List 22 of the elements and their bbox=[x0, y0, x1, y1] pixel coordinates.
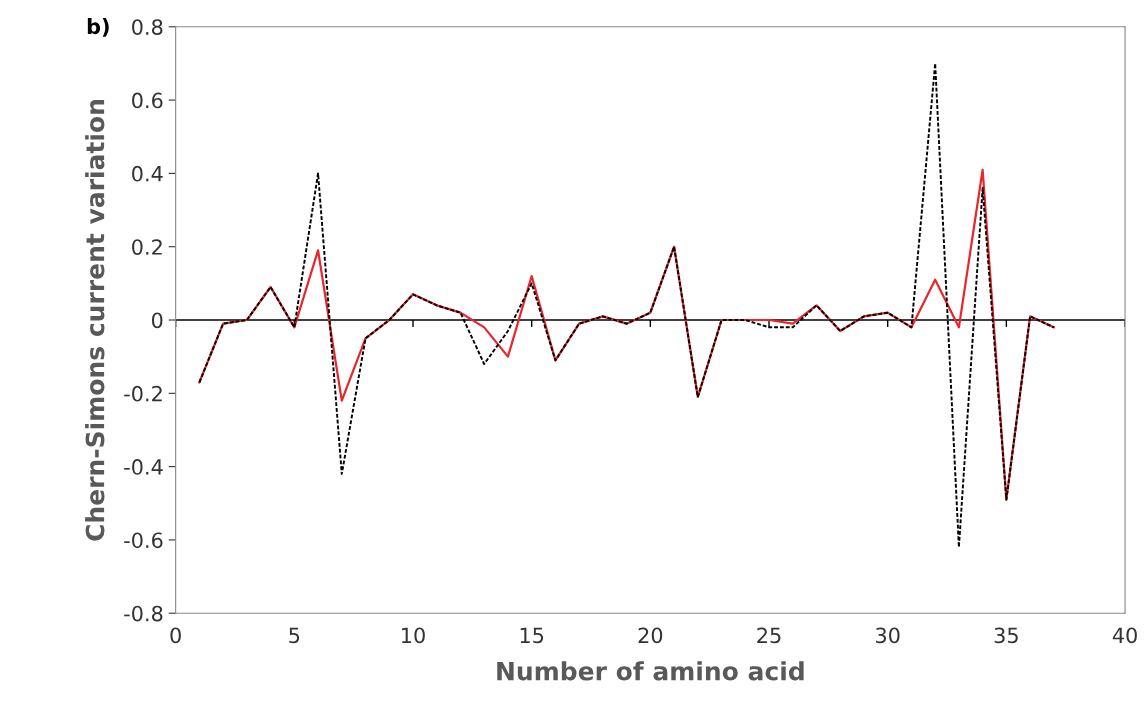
x-tick-label: 5 bbox=[289, 627, 300, 644]
y-tick-label: -0.4 bbox=[124, 459, 163, 475]
line-series bbox=[198, 168, 1055, 501]
x-tick-label: 10 bbox=[402, 627, 425, 644]
x-tick-label: 40 bbox=[1112, 627, 1137, 644]
x-tick-label: 35 bbox=[994, 627, 1018, 644]
x-tick-label: 20 bbox=[638, 627, 663, 644]
y-tick-label: 0 bbox=[151, 312, 163, 329]
y-tick-label: -0.8 bbox=[124, 605, 163, 622]
text: b) bbox=[87, 18, 109, 37]
x-tick-label: 15 bbox=[520, 627, 544, 644]
x-tick-label: 25 bbox=[757, 627, 781, 644]
y-tick-label: 0.4 bbox=[132, 165, 163, 182]
y-tick-label: 0.8 bbox=[132, 19, 163, 35]
y-axis-title: Chern-Simons current variation bbox=[85, 100, 105, 541]
y-tick-label: -0.6 bbox=[124, 532, 163, 549]
x-tick-label: 0 bbox=[170, 627, 181, 644]
x-tick-label: 30 bbox=[876, 627, 900, 644]
x-axis-title: Number of amino acid bbox=[497, 661, 804, 681]
y-tick-label: -0.2 bbox=[124, 385, 162, 402]
y-tick-label: 0.6 bbox=[132, 92, 163, 109]
y-tick-label: 0.2 bbox=[132, 239, 162, 255]
